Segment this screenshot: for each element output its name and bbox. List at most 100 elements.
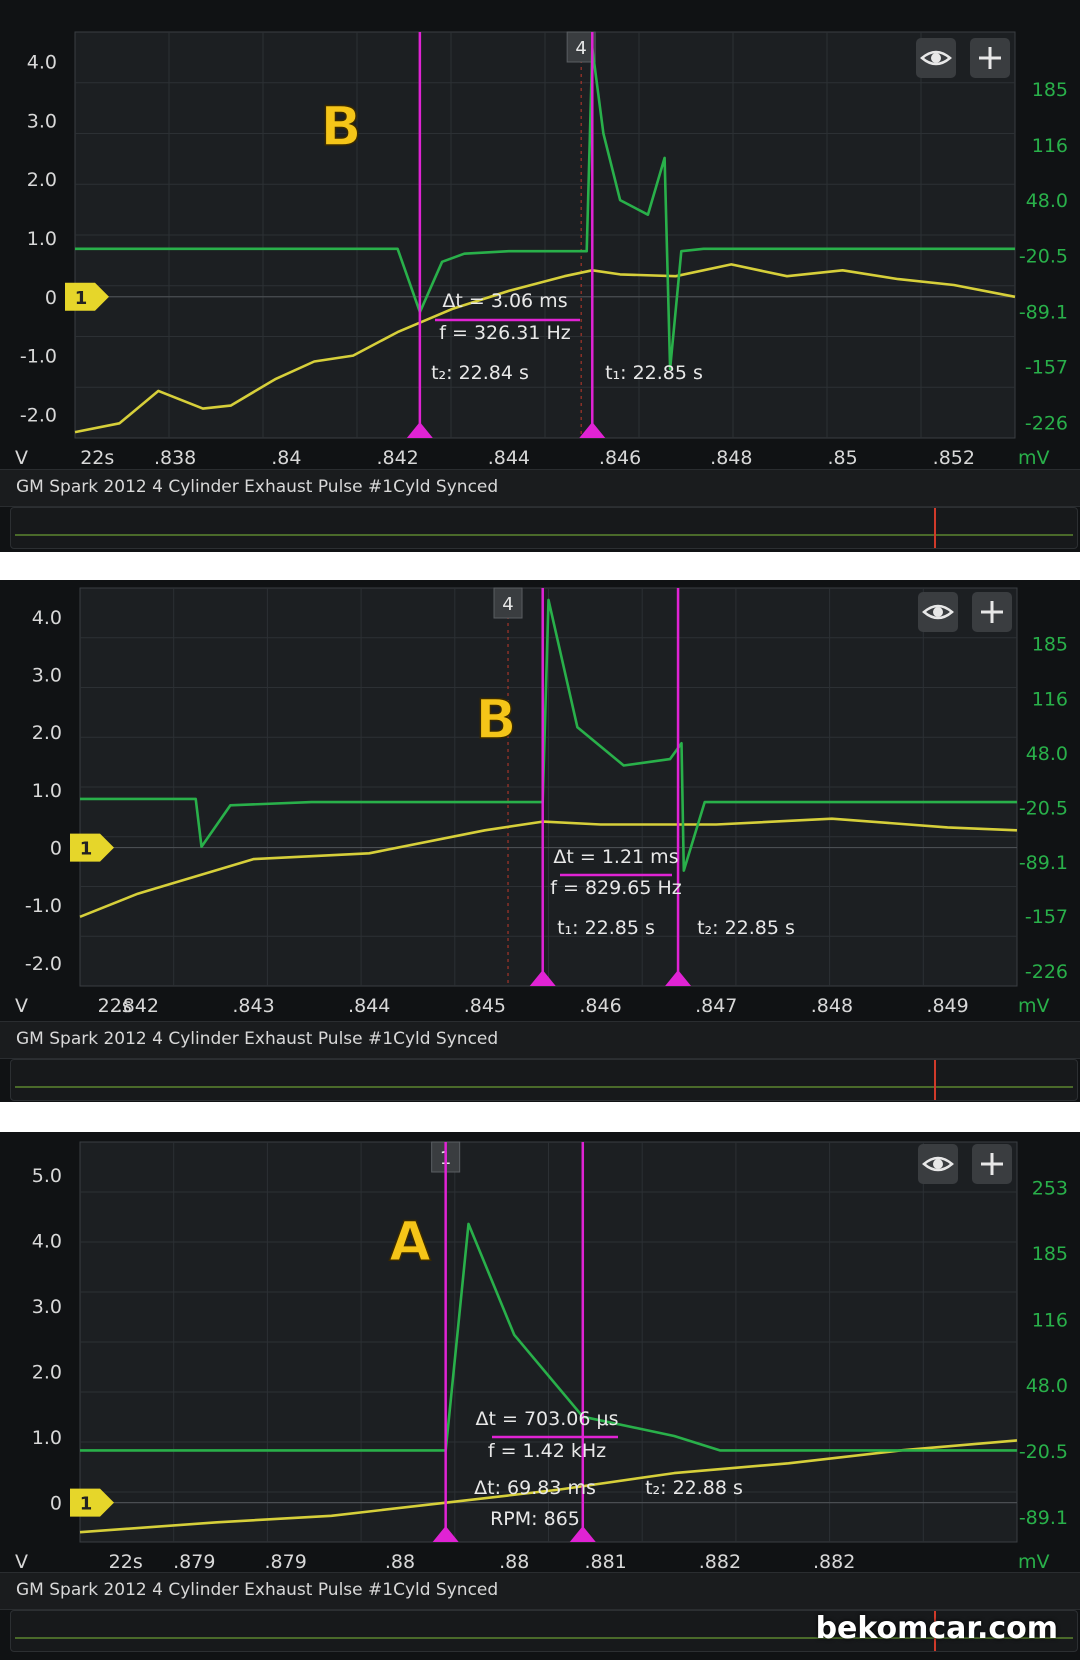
right-axis-tick-label: -89.1 — [1019, 852, 1068, 874]
trigger-label-box — [566, 31, 596, 63]
plus-icon — [979, 47, 1001, 69]
visibility-button[interactable] — [916, 38, 956, 78]
annotation-letter: B — [320, 95, 361, 158]
right-axis-tick-label: 116 — [1032, 689, 1068, 711]
watermark: bekomcar.com — [815, 1611, 1058, 1646]
x-axis-tick-label: .845 — [464, 995, 506, 1017]
left-axis-tick-label: 0 — [50, 1493, 62, 1515]
channel-marker-label: 1 — [80, 839, 93, 860]
x-axis-tick-label: .848 — [710, 447, 752, 469]
right-axis-tick-label: 253 — [1032, 1177, 1068, 1199]
trace-caption: GM Spark 2012 4 Cylinder Exhaust Pulse #… — [0, 469, 1080, 507]
trigger-label: 4 — [502, 594, 513, 615]
x-axis-tick-label: .846 — [579, 995, 621, 1017]
x-axis-tick-label: .879 — [265, 1551, 307, 1573]
eye-icon — [922, 1156, 954, 1172]
right-axis-tick-label: 185 — [1032, 1243, 1068, 1265]
x-axis-tick-label: .85 — [827, 447, 857, 469]
green-trace — [75, 46, 1015, 371]
x-axis-tick-label: .852 — [933, 447, 975, 469]
green-trace — [80, 598, 1017, 872]
eye-icon — [922, 604, 954, 620]
overview-trace — [15, 534, 1073, 536]
cursor-time-label: t₂: 22.85 s — [697, 917, 795, 939]
x-axis-tick-label: .842 — [376, 447, 418, 469]
cursor-time-label: t₁: 22.85 s — [557, 917, 655, 939]
overview-position-marker[interactable] — [934, 1060, 937, 1100]
overview-trace — [15, 1086, 1073, 1088]
left-axis-tick-label: 4.0 — [32, 607, 62, 629]
right-unit-label: mV — [1018, 995, 1050, 1017]
left-axis-tick-label: 1.0 — [32, 1427, 62, 1449]
right-axis-tick-label: -89.1 — [1019, 301, 1068, 323]
rpm-label: RPM: 865 — [490, 1508, 580, 1530]
frequency-label: f = 1.42 kHz — [488, 1440, 606, 1462]
overview-position-marker[interactable] — [934, 508, 937, 548]
trace-caption: GM Spark 2012 4 Cylinder Exhaust Pulse #… — [0, 1572, 1080, 1610]
overview-trace — [15, 1637, 1073, 1639]
right-axis-tick-label: -226 — [1025, 413, 1068, 435]
cursor-time-label: Δt: 69.83 ms — [474, 1477, 596, 1499]
left-axis-tick-label: -2.0 — [25, 953, 62, 975]
overview-scrollbar[interactable] — [10, 1059, 1078, 1101]
right-axis-tick-label: -20.5 — [1019, 1441, 1068, 1463]
delta-time-label: Δt = 1.21 ms — [553, 846, 678, 868]
x-axis-start-label: 22s — [80, 447, 114, 469]
trigger-label: 4 — [575, 38, 586, 59]
visibility-button[interactable] — [918, 592, 958, 632]
x-axis-tick-label: .843 — [232, 995, 274, 1017]
left-unit-label: V — [15, 1551, 28, 1573]
x-axis-tick-label: .848 — [811, 995, 853, 1017]
cursor-time-label: t₂: 22.88 s — [645, 1477, 743, 1499]
x-axis-tick-label: .846 — [599, 447, 641, 469]
x-axis-start-label: 22s — [98, 995, 132, 1017]
right-axis-tick-label: 48.0 — [1026, 190, 1068, 212]
x-axis-tick-label: .84 — [271, 447, 301, 469]
left-unit-label: V — [15, 447, 28, 469]
right-axis-tick-label: 116 — [1032, 135, 1068, 157]
scope-chart-1: 4.0 3.0 2.0 1.0 0 -1.0 -2.0 185 116 48.0 -20.5 -89.… — [15, 31, 1068, 469]
plus-icon — [981, 1153, 1003, 1175]
add-button[interactable] — [970, 38, 1010, 78]
x-axis-tick-label: .879 — [173, 1551, 215, 1573]
cursor-time-label: t₂: 22.84 s — [431, 362, 529, 384]
right-axis-tick-label: 48.0 — [1026, 743, 1068, 765]
caption-text: GM Spark 2012 4 Cylinder Exhaust Pulse #… — [16, 1580, 499, 1600]
right-axis-tick-label: -226 — [1025, 961, 1068, 983]
left-axis-tick-label: -1.0 — [20, 346, 57, 368]
cursor-handle — [406, 422, 433, 438]
x-axis-tick-label: .844 — [348, 995, 390, 1017]
add-button[interactable] — [972, 1144, 1012, 1184]
left-axis-tick-label: 2.0 — [32, 722, 62, 744]
frequency-label: f = 829.65 Hz — [550, 877, 681, 899]
x-axis-tick-label: .844 — [488, 447, 530, 469]
x-axis-tick-label: .88 — [499, 1551, 529, 1573]
channel-marker-label: 1 — [75, 288, 88, 309]
left-unit-label: V — [15, 995, 28, 1017]
right-axis-tick-label: 48.0 — [1026, 1375, 1068, 1397]
scope-panel-1: 4.0 3.0 2.0 1.0 0 -1.0 -2.0 185 116 48.0 -20.5 -89.… — [0, 0, 1080, 552]
left-axis-tick-label: 0 — [45, 287, 57, 309]
plus-icon — [981, 601, 1003, 623]
visibility-button[interactable] — [918, 1144, 958, 1184]
add-button[interactable] — [972, 592, 1012, 632]
trigger-label-box — [493, 587, 523, 619]
x-axis-tick-label: .88 — [385, 1551, 415, 1573]
overview-scrollbar[interactable] — [10, 507, 1078, 549]
right-axis-tick-label: 185 — [1032, 634, 1068, 656]
left-axis-tick-label: 4.0 — [32, 1230, 62, 1252]
left-axis-tick-label: 3.0 — [27, 110, 57, 132]
delta-time-label: Δt = 703.06 μs — [476, 1408, 619, 1430]
left-axis-tick-label: 2.0 — [32, 1362, 62, 1384]
cursor-handle — [665, 970, 692, 986]
scope-panel-2: 4.0 3.0 2.0 1.0 0 -1.0 -2.0 185 116 48.0 -20.5 -89.… — [0, 580, 1080, 1102]
yellow-trace — [74, 263, 1016, 434]
overview-scrollbar[interactable] — [10, 1610, 1078, 1652]
x-axis-tick-label: .882 — [813, 1551, 855, 1573]
left-axis-tick-label: 1.0 — [32, 780, 62, 802]
x-axis-tick-label: .881 — [584, 1551, 626, 1573]
overview-position-marker[interactable] — [934, 1611, 937, 1651]
left-axis-tick-label: 1.0 — [27, 228, 57, 250]
channel-marker-label: 1 — [80, 1494, 93, 1515]
cursor-handle — [579, 422, 606, 438]
